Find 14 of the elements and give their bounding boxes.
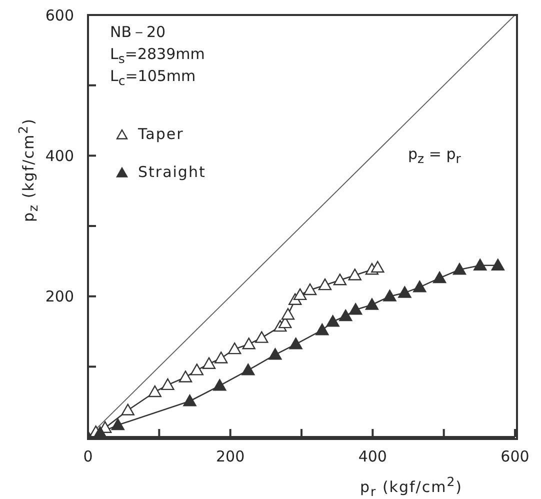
x-tick-label: 200 (216, 448, 245, 466)
x-tick-label: 0 (83, 448, 93, 466)
y-tick-label: 400 (45, 146, 74, 165)
y-tick-label: 600 (45, 6, 74, 24)
annotation: p$_{z}$ = p$_{r}$ (408, 145, 461, 166)
x-tick-label: 400 (358, 448, 387, 466)
annotation: L$_{c}$=105mm (110, 67, 196, 88)
annotation: L$_{s}$=2839mm (110, 45, 205, 66)
annotation: NB－20 (110, 23, 166, 42)
x-tick-label: 600 (500, 448, 530, 466)
legend-label: Straight (138, 163, 206, 181)
y-tick-label: 200 (45, 288, 74, 306)
x-axis-title: p$_{r}$ (kgf/cm$^{2}$) (360, 474, 463, 499)
legend-label: Taper (138, 125, 184, 143)
